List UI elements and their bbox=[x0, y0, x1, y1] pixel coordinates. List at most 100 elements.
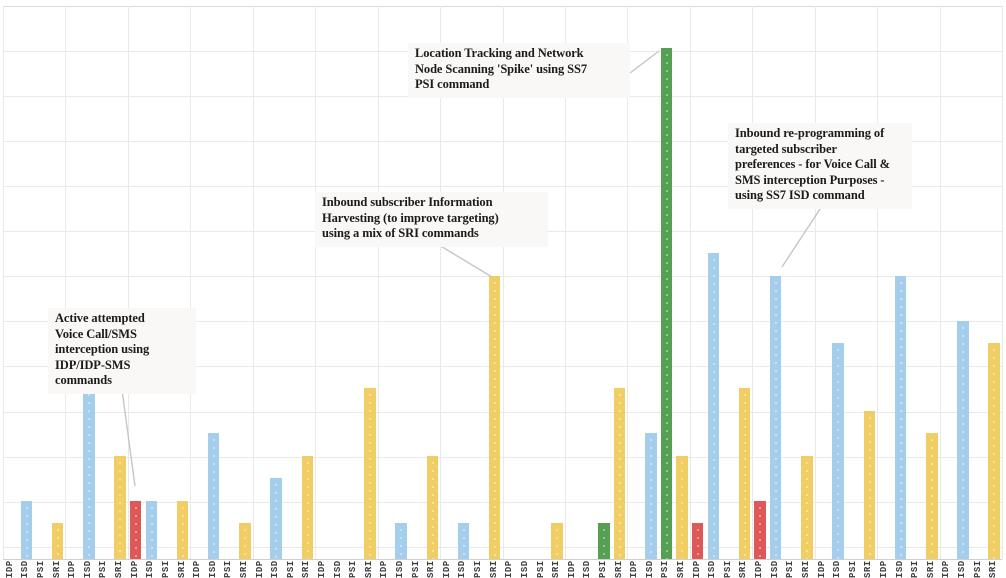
bar-psi-group11 bbox=[660, 48, 673, 559]
annotation-text-line: SMS interception Purposes - bbox=[735, 172, 885, 187]
annotation-text-line: IDP/IDP-SMS bbox=[55, 357, 131, 372]
gridline-horizontal bbox=[3, 141, 1002, 143]
x-axis-label-isd: ISD bbox=[957, 560, 967, 578]
x-axis-label-psi: PSI bbox=[847, 560, 858, 578]
x-axis-label-idp: IDP bbox=[129, 560, 140, 578]
x-axis-label-psi: PSI bbox=[785, 560, 796, 578]
annotation-text-line: Node Scanning 'Spike' using SS7 bbox=[415, 61, 587, 76]
gridline-horizontal bbox=[3, 186, 1002, 188]
bar-isd-group13 bbox=[769, 275, 782, 559]
gridline-horizontal bbox=[3, 411, 1002, 413]
x-axis-label-psi: PSI bbox=[473, 560, 484, 578]
annotation-text-line: using a mix of SRI commands bbox=[322, 226, 479, 240]
annotation-text-line: targeted subscriber bbox=[735, 141, 837, 156]
gridline-vertical bbox=[127, 6, 129, 559]
gridline-vertical bbox=[939, 6, 941, 559]
x-axis-label-idp: IDP bbox=[878, 560, 889, 578]
callout-line bbox=[629, 50, 660, 74]
x-axis-label-idp: IDP bbox=[192, 560, 203, 578]
bar-sri-group7 bbox=[426, 455, 439, 559]
bar-isd-group4 bbox=[207, 433, 220, 559]
bar-isd-group15 bbox=[894, 275, 907, 559]
bar-isd-group1 bbox=[20, 500, 33, 559]
bar-sri-group8 bbox=[488, 275, 501, 559]
bar-sri-group9 bbox=[551, 523, 563, 559]
x-axis-label-isd: ISD bbox=[519, 560, 530, 578]
bar-sri-group6 bbox=[364, 388, 376, 559]
bar-isd-group14 bbox=[832, 343, 844, 559]
x-axis-label-idp: IDP bbox=[941, 560, 952, 578]
gridline-horizontal bbox=[3, 276, 1002, 278]
x-axis-label-idp: IDP bbox=[254, 560, 265, 578]
isd-reprogramming-annotation: Inbound re-programming of targeted subscr… bbox=[728, 123, 912, 209]
bar-sri-group11 bbox=[676, 455, 688, 559]
x-axis-label-isd: ISD bbox=[707, 560, 718, 578]
x-axis-label-psi: PSI bbox=[410, 560, 421, 578]
plot-top-border bbox=[3, 6, 1002, 7]
x-axis-label-sri: SRI bbox=[301, 560, 312, 578]
x-axis-label-sri: SRI bbox=[925, 560, 936, 578]
x-axis-label-idp: IDP bbox=[504, 560, 515, 578]
gridline-vertical bbox=[1002, 6, 1004, 559]
x-axis-label-idp: IDP bbox=[4, 560, 15, 578]
gridline-vertical bbox=[315, 6, 317, 559]
bar-isd-group2 bbox=[83, 388, 95, 559]
x-axis-label-psi: PSI bbox=[597, 560, 608, 578]
x-axis-label-psi: PSI bbox=[98, 560, 109, 578]
gridline-vertical bbox=[65, 6, 67, 559]
x-axis-label-sri: SRI bbox=[238, 560, 249, 578]
x-axis-label-sri: SRI bbox=[488, 560, 499, 578]
x-axis-label-psi: PSI bbox=[722, 560, 733, 578]
bar-isd-group3 bbox=[145, 500, 158, 559]
x-axis-label-sri: SRI bbox=[988, 560, 999, 578]
bar-sri-group10 bbox=[613, 388, 626, 559]
annotation-text-line: preferences - for Voice Call & bbox=[735, 157, 890, 171]
x-axis-label-idp: IDP bbox=[754, 560, 765, 578]
gridline-vertical bbox=[252, 6, 254, 559]
x-axis-label-isd: ISD bbox=[145, 560, 156, 578]
bar-sri-group4 bbox=[239, 523, 251, 559]
x-axis-label-sri: SRI bbox=[800, 560, 811, 578]
bar-isd-group16 bbox=[957, 320, 969, 559]
x-axis-label-sri: SRI bbox=[426, 560, 437, 578]
annotation-text-line: PSI command bbox=[415, 77, 490, 91]
bar-idp-group13 bbox=[754, 500, 766, 559]
gridline-vertical bbox=[877, 6, 879, 559]
x-axis-label-idp: IDP bbox=[317, 560, 327, 578]
annotation-text-line: Active attempted bbox=[55, 311, 145, 325]
x-axis-label-isd: ISD bbox=[270, 560, 281, 578]
bar-isd-group7 bbox=[395, 523, 407, 559]
x-axis-label-sri: SRI bbox=[613, 560, 624, 578]
bar-sri-group15 bbox=[926, 433, 938, 559]
gridline-horizontal bbox=[3, 321, 1002, 323]
bar-sri-group16 bbox=[988, 343, 1000, 559]
x-axis-label-sri: SRI bbox=[363, 560, 374, 578]
annotation-text-line: Inbound re-programming of bbox=[735, 126, 885, 140]
x-axis-label-isd: ISD bbox=[332, 560, 343, 578]
bar-sri-group12 bbox=[738, 388, 751, 559]
annotation-text-line: Harvesting (to improve targeting) bbox=[322, 210, 499, 225]
x-axis-label-sri: SRI bbox=[863, 560, 874, 578]
psi-spike-annotation: Location Tracking and Network Node Scanni… bbox=[408, 43, 630, 98]
gridline-horizontal bbox=[3, 456, 1002, 458]
annotation-text-line: using SS7 ISD command bbox=[735, 188, 865, 202]
x-axis-label-psi: PSI bbox=[36, 560, 47, 578]
bar-isd-group12 bbox=[707, 253, 719, 559]
bar-isd-group5 bbox=[270, 478, 282, 559]
x-axis-label-isd: ISD bbox=[207, 560, 218, 578]
bar-isd-group8 bbox=[457, 523, 470, 559]
x-axis-label-idp: IDP bbox=[67, 560, 78, 578]
bar-idp-group3 bbox=[129, 500, 142, 559]
x-axis-label-idp: IDP bbox=[816, 560, 827, 578]
bar-sri-group1 bbox=[51, 523, 64, 559]
x-axis-label-psi: PSI bbox=[972, 560, 983, 578]
callout-line bbox=[781, 205, 823, 268]
x-axis-label-sri: SRI bbox=[114, 560, 125, 578]
gridline-horizontal bbox=[3, 366, 1002, 368]
x-axis-label-psi: PSI bbox=[535, 560, 546, 578]
x-axis-label-sri: SRI bbox=[551, 560, 562, 578]
bar-idp-group12 bbox=[691, 523, 704, 559]
annotation-text-line: interception using bbox=[55, 342, 150, 356]
sri-harvesting-annotation: Inbound subscriber Information Harvesting… bbox=[315, 192, 548, 247]
x-axis-label-idp: IDP bbox=[691, 560, 702, 578]
